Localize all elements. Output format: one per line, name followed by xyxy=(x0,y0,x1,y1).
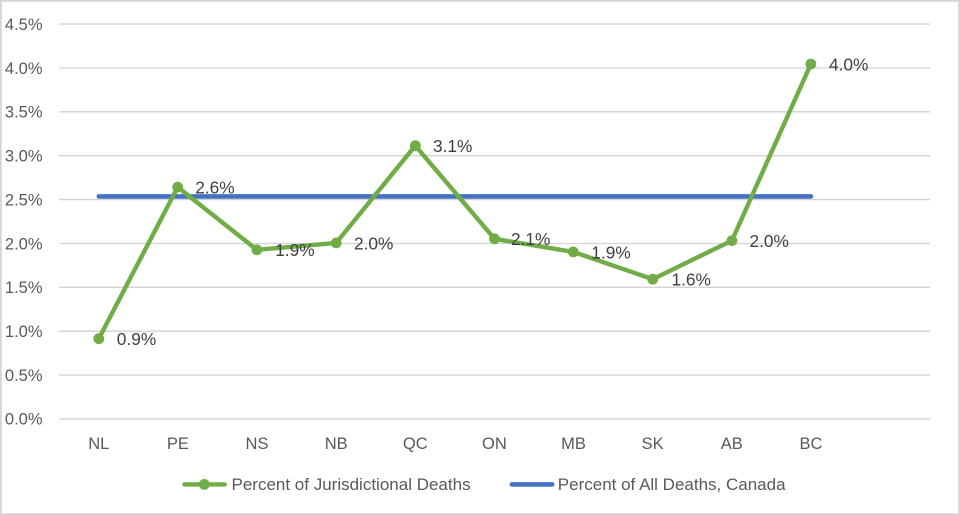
svg-text:2.6%: 2.6% xyxy=(195,178,234,198)
svg-text:MB: MB xyxy=(561,435,586,453)
svg-text:2.1%: 2.1% xyxy=(511,229,550,249)
svg-text:QC: QC xyxy=(403,435,428,453)
svg-text:Percent of Jurisdictional Deat: Percent of Jurisdictional Deaths xyxy=(232,475,471,494)
svg-text:3.1%: 3.1% xyxy=(433,136,472,156)
svg-text:1.9%: 1.9% xyxy=(275,240,314,260)
svg-text:0.0%: 0.0% xyxy=(5,411,43,429)
svg-text:4.5%: 4.5% xyxy=(5,16,43,34)
svg-text:4.0%: 4.0% xyxy=(5,60,43,78)
svg-text:1.0%: 1.0% xyxy=(5,323,43,341)
svg-text:AB: AB xyxy=(721,435,743,453)
svg-text:PE: PE xyxy=(167,435,189,453)
svg-text:2.5%: 2.5% xyxy=(5,191,43,209)
svg-text:2.0%: 2.0% xyxy=(5,235,43,253)
svg-text:ON: ON xyxy=(482,435,507,453)
svg-text:NL: NL xyxy=(88,435,109,453)
svg-text:0.9%: 0.9% xyxy=(117,329,156,349)
svg-text:1.9%: 1.9% xyxy=(591,242,630,262)
svg-text:1.5%: 1.5% xyxy=(5,279,43,297)
svg-text:2.0%: 2.0% xyxy=(750,231,789,251)
svg-text:0.5%: 0.5% xyxy=(5,367,43,385)
svg-text:4.0%: 4.0% xyxy=(829,54,868,74)
svg-text:Percent of All Deaths, Canada: Percent of All Deaths, Canada xyxy=(558,475,786,494)
svg-text:2.0%: 2.0% xyxy=(354,233,393,253)
svg-text:BC: BC xyxy=(799,435,822,453)
svg-text:NS: NS xyxy=(246,435,269,453)
svg-text:NB: NB xyxy=(325,435,348,453)
svg-text:3.5%: 3.5% xyxy=(5,104,43,122)
svg-text:3.0%: 3.0% xyxy=(5,148,43,166)
svg-text:SK: SK xyxy=(642,435,664,453)
svg-text:1.6%: 1.6% xyxy=(672,270,711,290)
